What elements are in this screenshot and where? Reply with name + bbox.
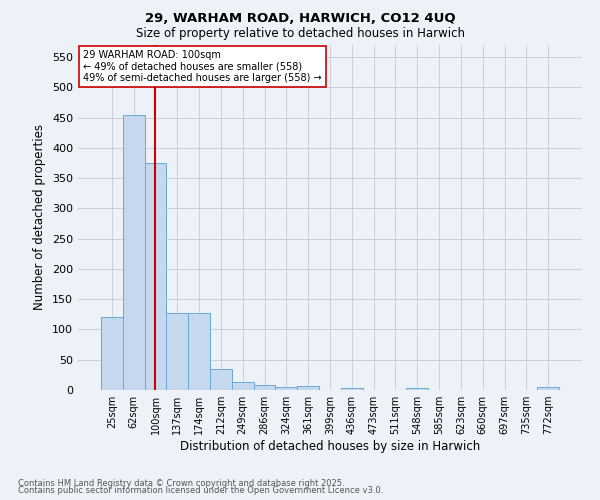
Text: Size of property relative to detached houses in Harwich: Size of property relative to detached ho…: [136, 28, 464, 40]
Bar: [254, 384, 275, 390]
Text: 29 WARHAM ROAD: 100sqm
← 49% of detached houses are smaller (558)
49% of semi-de: 29 WARHAM ROAD: 100sqm ← 49% of detached…: [83, 50, 322, 84]
Bar: [406, 388, 428, 390]
Text: 29, WARHAM ROAD, HARWICH, CO12 4UQ: 29, WARHAM ROAD, HARWICH, CO12 4UQ: [145, 12, 455, 26]
X-axis label: Distribution of detached houses by size in Harwich: Distribution of detached houses by size …: [180, 440, 480, 453]
Bar: [537, 387, 559, 390]
Bar: [297, 386, 319, 390]
Bar: [145, 163, 166, 390]
Bar: [210, 369, 232, 390]
Bar: [166, 312, 188, 390]
Y-axis label: Number of detached properties: Number of detached properties: [34, 124, 46, 310]
Bar: [232, 382, 254, 390]
Bar: [101, 318, 123, 390]
Text: Contains public sector information licensed under the Open Government Licence v3: Contains public sector information licen…: [18, 486, 383, 495]
Bar: [123, 114, 145, 390]
Bar: [275, 387, 297, 390]
Bar: [188, 312, 210, 390]
Text: Contains HM Land Registry data © Crown copyright and database right 2025.: Contains HM Land Registry data © Crown c…: [18, 478, 344, 488]
Bar: [341, 388, 363, 390]
